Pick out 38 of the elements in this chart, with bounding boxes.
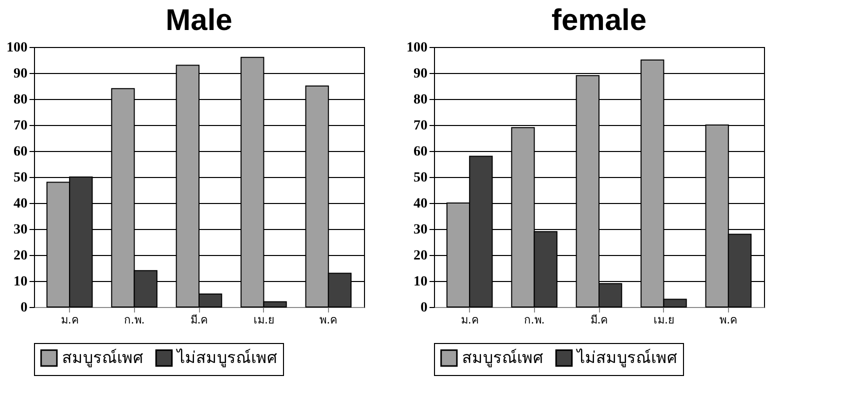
y-tick-label: 60 xyxy=(14,144,28,160)
legend-label: ไม่สมบูรณ์เพศ xyxy=(175,348,277,368)
x-tick-label: ม.ค xyxy=(60,314,78,326)
y-tick-label: 90 xyxy=(14,66,28,82)
y-tick-label: 100 xyxy=(406,40,428,56)
legend-label: สมบูรณ์เพศ xyxy=(62,348,143,368)
y-tick-label: 100 xyxy=(6,40,28,56)
y-tick-label: 60 xyxy=(414,144,428,160)
x-tick-label: มี.ค xyxy=(190,314,208,326)
legend-label: สมบูรณ์เพศ xyxy=(462,348,543,368)
chart-title: female xyxy=(551,4,647,37)
y-tick-label: 0 xyxy=(420,300,428,316)
y-tick-label: 40 xyxy=(414,196,428,212)
x-tick-label: ม.ค xyxy=(460,314,478,326)
y-tick-label: 20 xyxy=(414,248,428,264)
y-tick-label: 0 xyxy=(20,300,28,316)
x-tick-label: เม.ย xyxy=(653,314,674,326)
x-tick-label: ก.พ. xyxy=(124,314,145,326)
y-tick-label: 10 xyxy=(414,274,428,290)
y-tick-label: 70 xyxy=(414,118,428,134)
x-tick-label: มี.ค xyxy=(590,314,608,326)
x-tick-label: ก.พ. xyxy=(524,314,545,326)
y-tick-label: 50 xyxy=(414,170,428,186)
y-tick-label: 30 xyxy=(14,222,28,238)
x-tick-label: เม.ย xyxy=(253,314,274,326)
y-tick-label: 80 xyxy=(414,92,428,108)
legend-label: ไม่สมบูรณ์เพศ xyxy=(575,348,677,368)
chart-title: Male xyxy=(166,4,232,37)
y-tick-label: 10 xyxy=(14,274,28,290)
y-tick-label: 20 xyxy=(14,248,28,264)
y-tick-label: 50 xyxy=(14,170,28,186)
x-tick-label: พ.ค xyxy=(720,314,738,326)
x-tick-label: พ.ค xyxy=(320,314,338,326)
y-tick-label: 30 xyxy=(414,222,428,238)
y-tick-label: 70 xyxy=(14,118,28,134)
y-tick-label: 90 xyxy=(414,66,428,82)
y-tick-label: 80 xyxy=(14,92,28,108)
y-tick-label: 40 xyxy=(14,196,28,212)
